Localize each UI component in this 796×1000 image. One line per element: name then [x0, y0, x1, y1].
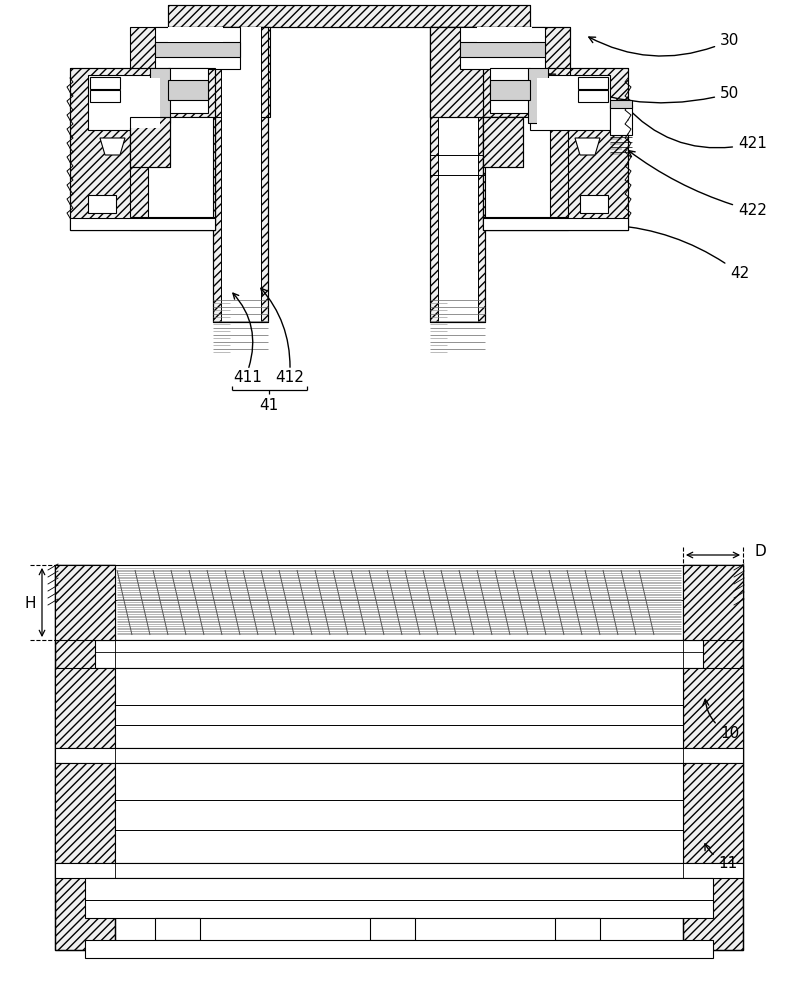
- Bar: [460, 42, 545, 57]
- Text: 11: 11: [705, 844, 737, 871]
- Bar: [438, 27, 478, 322]
- Bar: [115, 565, 683, 640]
- Bar: [55, 763, 115, 863]
- Bar: [460, 27, 545, 69]
- Bar: [155, 918, 200, 940]
- Bar: [430, 27, 485, 322]
- Bar: [430, 27, 570, 117]
- Text: 10: 10: [703, 699, 739, 741]
- Bar: [130, 117, 170, 167]
- Text: D: D: [755, 544, 767, 560]
- Bar: [70, 68, 215, 230]
- Text: H: H: [24, 595, 36, 610]
- Bar: [70, 218, 215, 230]
- Bar: [115, 668, 683, 748]
- Bar: [213, 27, 268, 322]
- Bar: [55, 863, 743, 878]
- Bar: [148, 117, 213, 217]
- Bar: [683, 565, 743, 950]
- Bar: [530, 75, 610, 130]
- Bar: [130, 27, 270, 117]
- Bar: [168, 27, 223, 42]
- Bar: [485, 117, 550, 217]
- Text: 30: 30: [589, 33, 739, 56]
- Bar: [88, 75, 168, 130]
- Bar: [85, 878, 713, 918]
- Bar: [115, 763, 683, 863]
- Bar: [55, 748, 743, 763]
- Bar: [168, 68, 208, 113]
- Bar: [483, 218, 568, 230]
- Bar: [477, 27, 532, 42]
- Bar: [430, 27, 570, 117]
- Bar: [483, 218, 628, 230]
- Polygon shape: [100, 138, 125, 155]
- Bar: [483, 68, 628, 230]
- Bar: [578, 90, 608, 102]
- Bar: [610, 100, 632, 108]
- Bar: [578, 77, 608, 89]
- Text: 50: 50: [548, 74, 739, 103]
- Bar: [221, 27, 261, 322]
- Bar: [537, 78, 602, 128]
- Bar: [528, 68, 548, 123]
- Bar: [55, 565, 115, 950]
- Bar: [683, 763, 743, 863]
- Text: 41: 41: [259, 397, 279, 412]
- Bar: [55, 565, 115, 950]
- Bar: [490, 80, 530, 100]
- Text: 411: 411: [233, 369, 263, 384]
- Bar: [213, 27, 268, 322]
- Bar: [155, 27, 240, 69]
- Bar: [430, 27, 485, 322]
- Bar: [90, 90, 120, 102]
- Bar: [683, 668, 743, 748]
- Bar: [580, 195, 608, 213]
- Bar: [70, 68, 215, 230]
- Text: 42: 42: [615, 223, 749, 281]
- Bar: [683, 565, 743, 950]
- Bar: [683, 565, 743, 640]
- Bar: [55, 668, 115, 748]
- Bar: [55, 565, 115, 640]
- Bar: [130, 117, 215, 217]
- Bar: [85, 940, 713, 958]
- Bar: [490, 68, 530, 113]
- Bar: [150, 68, 170, 123]
- Bar: [168, 80, 208, 100]
- Bar: [130, 218, 215, 230]
- Bar: [610, 105, 632, 135]
- Text: 422: 422: [629, 151, 767, 218]
- Bar: [88, 195, 116, 213]
- Text: 421: 421: [625, 105, 767, 151]
- Bar: [155, 42, 240, 57]
- Text: 412: 412: [275, 369, 304, 384]
- Polygon shape: [575, 138, 600, 155]
- Bar: [483, 68, 628, 230]
- Bar: [95, 640, 703, 668]
- Bar: [483, 117, 523, 167]
- Bar: [555, 918, 600, 940]
- Bar: [483, 117, 568, 217]
- Bar: [130, 117, 170, 167]
- Bar: [90, 77, 120, 89]
- Bar: [168, 5, 530, 27]
- Bar: [95, 78, 160, 128]
- Bar: [483, 117, 523, 167]
- Bar: [168, 5, 530, 27]
- Bar: [370, 918, 415, 940]
